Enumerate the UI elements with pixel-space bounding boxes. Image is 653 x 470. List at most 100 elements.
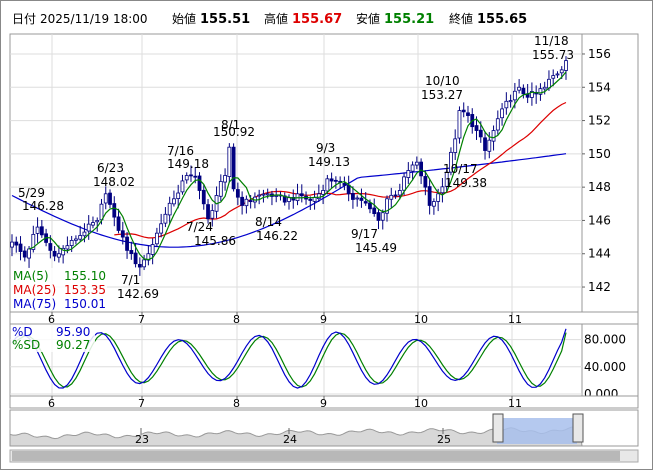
candle-up — [86, 223, 91, 232]
candle-up — [74, 238, 78, 241]
month-label: 10 — [414, 313, 428, 326]
month-label: 11 — [508, 313, 522, 326]
navigator[interactable]: 23 24 25 — [9, 409, 639, 463]
annotation-date: 5/29 — [18, 186, 45, 200]
candle-up — [163, 213, 168, 224]
candle-up — [244, 198, 249, 207]
annotation-price: 142.69 — [117, 287, 159, 301]
candle-down — [201, 189, 206, 205]
candle-up — [402, 176, 406, 191]
osc-legend-name: %SD — [12, 338, 40, 352]
annotation-price: 149.38 — [445, 176, 487, 190]
candle-down — [129, 250, 134, 255]
candle-up — [508, 100, 513, 103]
candle-up — [410, 164, 415, 172]
annotation-date: 8/14 — [255, 215, 282, 229]
candle-up — [82, 231, 87, 237]
price-y-ticks: 142 144 146 148 150 152 154 156 — [582, 47, 611, 294]
candle-up — [312, 197, 317, 202]
candle-down — [393, 194, 398, 197]
candle-down — [521, 87, 526, 95]
ma5-line — [28, 71, 567, 261]
month-label: 8 — [233, 397, 240, 410]
candle-up — [414, 161, 419, 166]
legend-ma-value: 155.10 — [64, 269, 106, 283]
annotation-date: 11/18 — [534, 34, 569, 48]
candle-up — [449, 151, 453, 173]
navigator-selection[interactable] — [497, 418, 577, 444]
candle-down — [368, 202, 372, 210]
candle-down — [120, 230, 125, 238]
candle-up — [227, 146, 232, 177]
month-label: 7 — [138, 313, 145, 326]
high-label: 高値 — [264, 11, 288, 26]
candle-up — [530, 91, 534, 98]
candle-down — [133, 252, 138, 265]
scrollbar-thumb[interactable] — [12, 451, 620, 461]
navigator-area — [9, 426, 583, 447]
candle-down — [235, 189, 240, 198]
candle-up — [265, 193, 270, 196]
candle-up — [27, 248, 31, 259]
price-y-tick-label: 148 — [588, 180, 611, 194]
navigator-tick-label: 25 — [437, 433, 451, 446]
navigator-left-handle[interactable] — [492, 413, 504, 443]
candle-up — [56, 253, 61, 258]
annotation-date: 9/17 — [351, 227, 378, 241]
high-value: 155.67 — [292, 12, 342, 27]
candle-up — [385, 198, 389, 214]
navigator-tick-label: 24 — [283, 433, 297, 446]
candle-down — [333, 179, 338, 182]
navigator-right-handle[interactable] — [572, 413, 584, 443]
annotation-price: 150.92 — [213, 125, 255, 139]
low-label: 安値 — [356, 11, 380, 26]
candle-up — [487, 139, 492, 152]
price-y-tick-label: 144 — [588, 247, 611, 261]
candle-up — [325, 178, 330, 192]
legend-ma-name: MA(75) — [13, 297, 56, 311]
candle-down — [240, 196, 245, 206]
annotation-price: 145.49 — [355, 241, 397, 255]
annotation-price: 155.73 — [532, 48, 574, 62]
open-value: 155.51 — [200, 12, 250, 27]
candle-up — [31, 233, 36, 250]
candle-down — [137, 264, 142, 268]
annotation-date: 10/17 — [443, 162, 478, 176]
candle-up — [436, 193, 441, 202]
legend-ma-name: MA(5) — [13, 269, 49, 283]
candle-down — [116, 216, 121, 231]
month-label: 7 — [138, 397, 145, 410]
month-axis-top: 6 7 8 9 10 11 — [9, 311, 639, 326]
candle-up — [35, 226, 40, 234]
candle-up — [431, 201, 436, 207]
annotation-price: 146.28 — [22, 199, 64, 213]
legend-ma-value: 150.01 — [64, 297, 106, 311]
candle-up — [355, 197, 360, 200]
candle-up — [69, 240, 74, 246]
month-label: 8 — [233, 313, 240, 326]
candle-down — [474, 125, 479, 131]
candle-up — [91, 222, 95, 226]
osc-d-line — [11, 328, 567, 389]
osc-lines — [11, 328, 567, 389]
candle-up — [397, 190, 402, 196]
month-label: 6 — [48, 313, 55, 326]
ma5-polyline — [28, 71, 567, 261]
candle-down — [291, 197, 296, 201]
osc-y-tick-label: 80.000 — [584, 333, 626, 347]
candle-up — [500, 108, 504, 119]
price-legend: MA(5) 155.10 MA(25) 153.35 MA(75) 150.01 — [11, 268, 107, 311]
candle-down — [423, 176, 428, 188]
candle-up — [167, 202, 172, 216]
month-label: 9 — [320, 313, 327, 326]
candle-up — [504, 100, 509, 109]
month-label: 11 — [508, 397, 522, 410]
navigator-ticks: 23 24 25 — [135, 428, 451, 446]
candle-down — [52, 250, 57, 257]
ma25-polyline — [114, 101, 567, 239]
candle-down — [112, 203, 117, 218]
candle-up — [99, 203, 104, 221]
candle-up — [95, 220, 100, 223]
